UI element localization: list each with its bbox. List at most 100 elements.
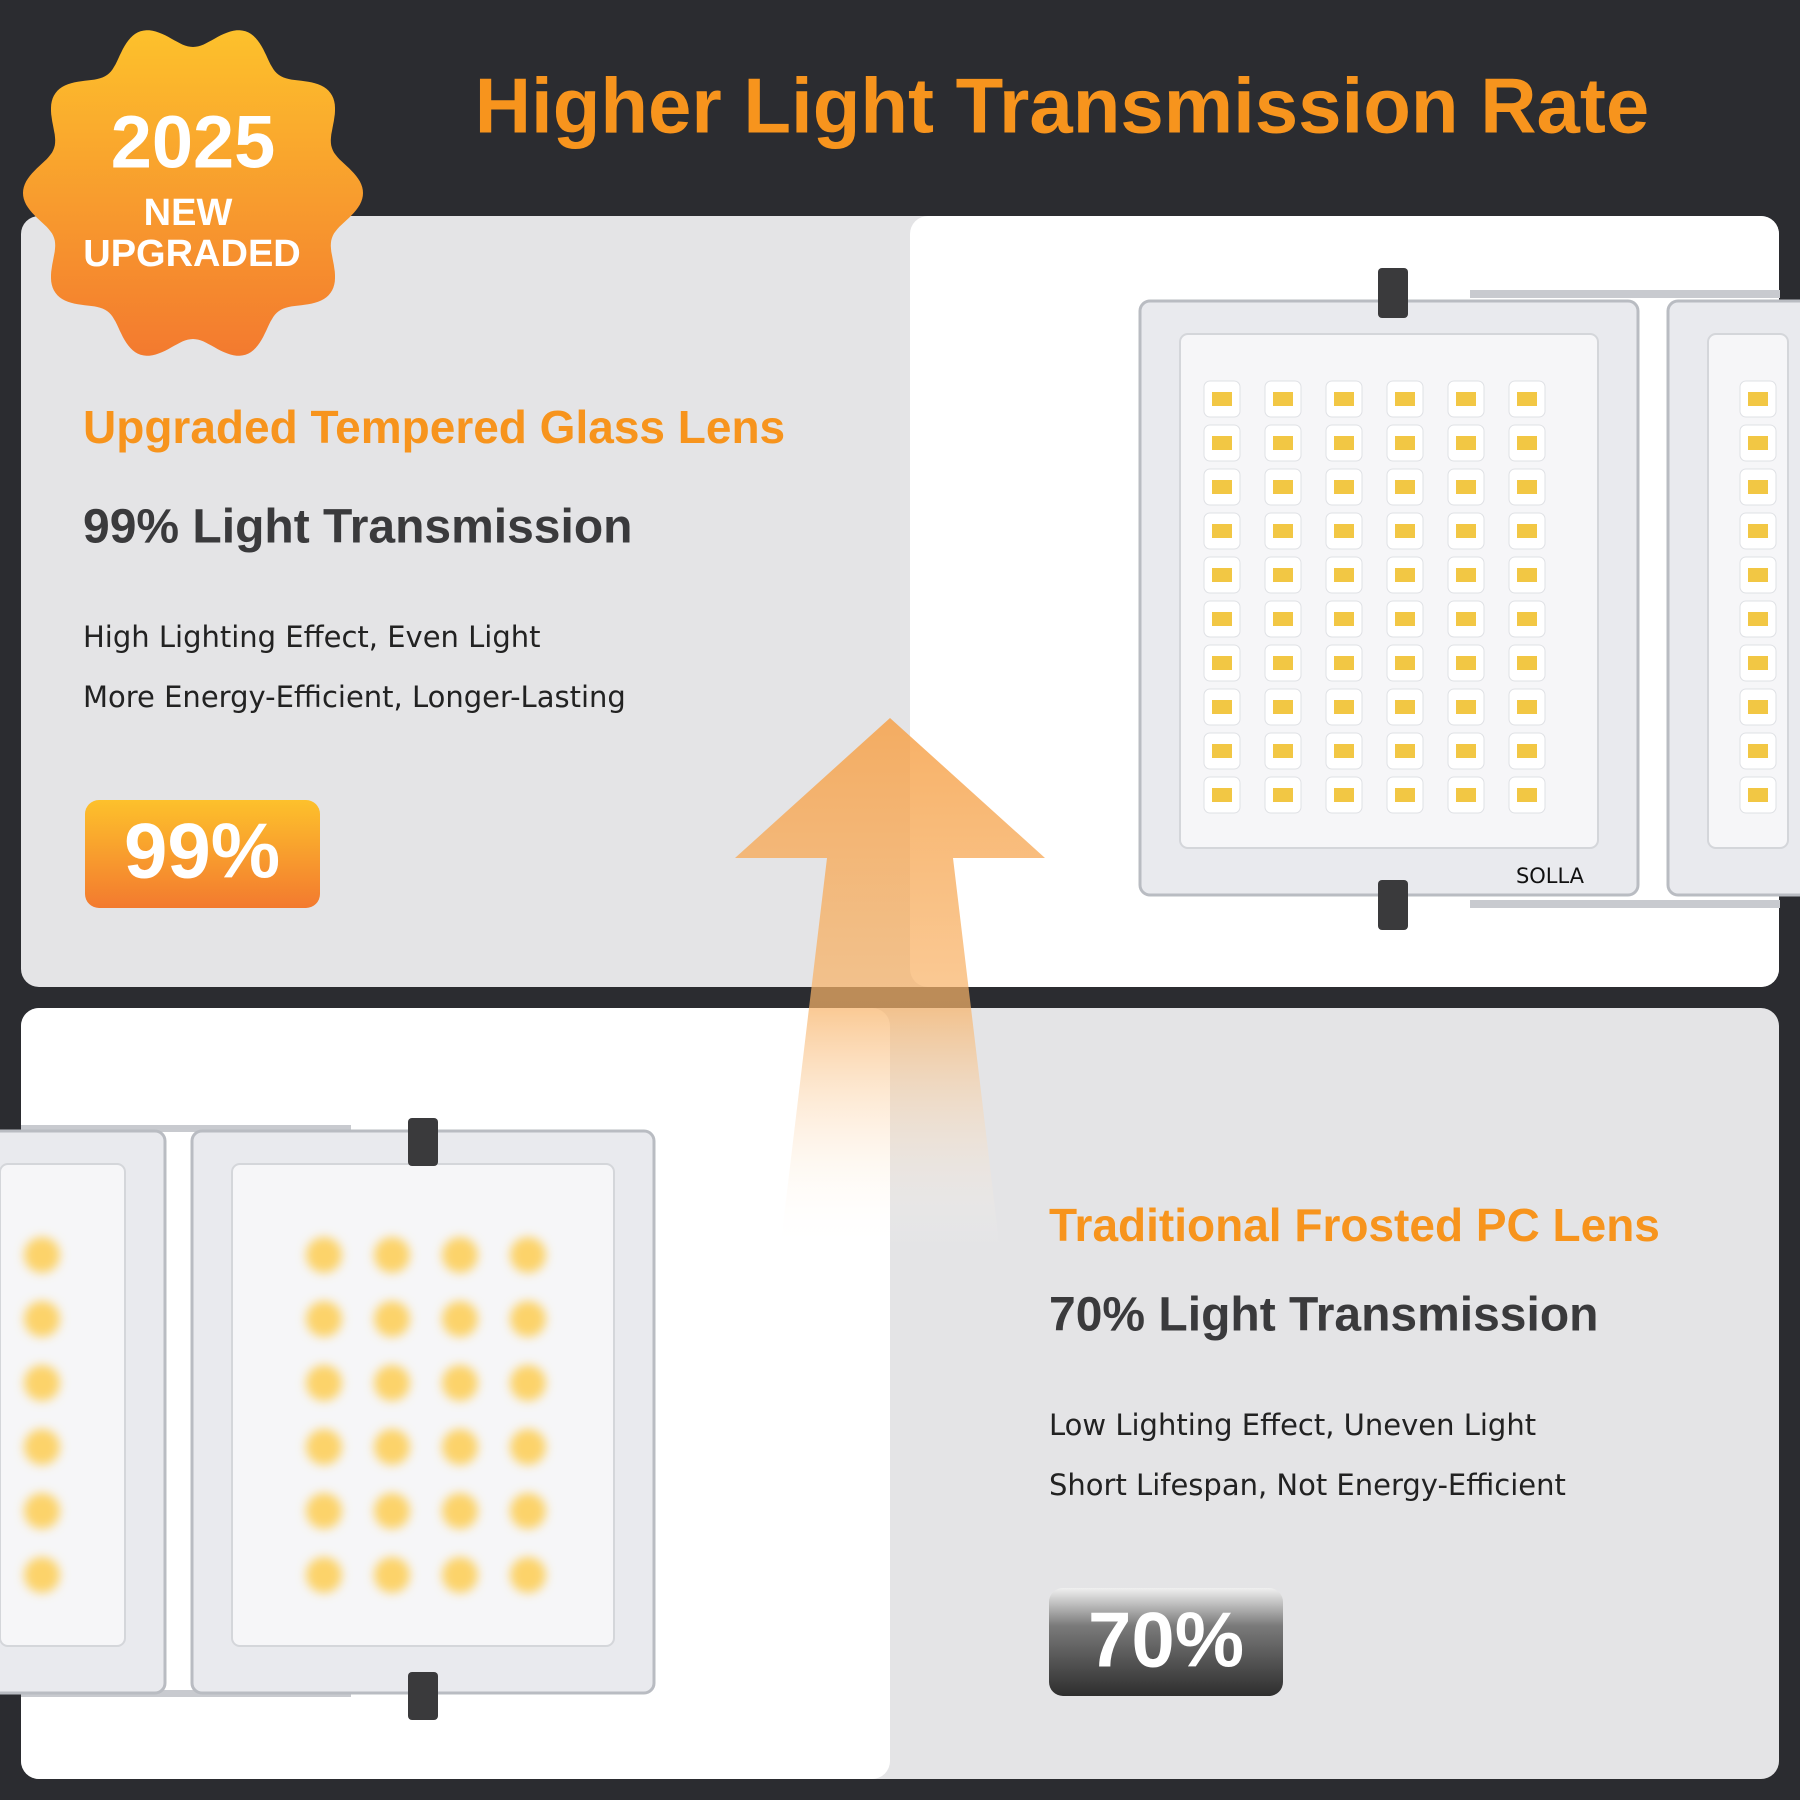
led-glow [442, 1493, 478, 1529]
led-glow [24, 1429, 60, 1465]
led-chip [1273, 480, 1293, 494]
led-chip [1212, 788, 1232, 802]
led-chip [1334, 392, 1354, 406]
led-glow [442, 1365, 478, 1401]
led-chip [1456, 524, 1476, 538]
lamp-bar [21, 1125, 351, 1132]
led-chip [1212, 392, 1232, 406]
lamp-images [0, 268, 1800, 1720]
led-glow [306, 1429, 342, 1465]
led-chip [1456, 568, 1476, 582]
led-chip [1334, 656, 1354, 670]
lamp-clip [408, 1672, 438, 1720]
led-glow [442, 1301, 478, 1337]
title: Higher Light Transmission Rate [475, 62, 1650, 150]
led-glow [374, 1429, 410, 1465]
led-chip [1395, 612, 1415, 626]
led-chip [1273, 524, 1293, 538]
led-chip [1517, 392, 1537, 406]
led-glow [306, 1237, 342, 1273]
feature: Short Lifespan, Not Energy-Efficient [1049, 1468, 1566, 1502]
led-chip [1456, 656, 1476, 670]
led-chip [1273, 700, 1293, 714]
led-chip [1517, 744, 1537, 758]
led-chip [1517, 656, 1537, 670]
led-glow [510, 1301, 546, 1337]
led-chip [1748, 436, 1768, 450]
arrow [735, 718, 1045, 1250]
lamp-lens [231, 1163, 615, 1647]
led-chip [1334, 744, 1354, 758]
led-chip [1456, 788, 1476, 802]
badge-line: NEW [144, 192, 233, 234]
led-glow [24, 1365, 60, 1401]
led-glow [510, 1365, 546, 1401]
led-chip [1748, 612, 1768, 626]
led-chip [1748, 524, 1768, 538]
blurred-leds [24, 1237, 546, 1593]
led-chip [1212, 656, 1232, 670]
led-chip [1456, 480, 1476, 494]
led-chip [1334, 524, 1354, 538]
led-chip [1212, 480, 1232, 494]
badge-line: UPGRADED [83, 233, 300, 275]
badge-shape [23, 30, 363, 356]
led-glow [510, 1429, 546, 1465]
led-chip [1212, 700, 1232, 714]
led-glow [24, 1557, 60, 1593]
led-chip [1517, 700, 1537, 714]
lamp-clip [408, 1118, 438, 1166]
led-glow [442, 1237, 478, 1273]
led-chip [1456, 436, 1476, 450]
led-glow [510, 1493, 546, 1529]
led-chip [1517, 480, 1537, 494]
led-glow [374, 1557, 410, 1593]
lamp-lens [0, 1163, 126, 1647]
led-chip [1212, 436, 1232, 450]
feature: High Lighting Effect, Even Light [83, 620, 541, 654]
led-chip [1456, 612, 1476, 626]
led-chip [1456, 392, 1476, 406]
led-chip [1334, 436, 1354, 450]
lamp-bar [21, 1690, 351, 1697]
led-chip [1334, 568, 1354, 582]
led-chip [1748, 392, 1768, 406]
led-chip [1748, 744, 1768, 758]
led-chip [1273, 568, 1293, 582]
percent: 70% [1088, 1596, 1244, 1684]
led-chip [1334, 480, 1354, 494]
led-glow [374, 1237, 410, 1273]
lamp-clip [1378, 268, 1408, 318]
led-chip [1273, 656, 1293, 670]
led-chip [1273, 436, 1293, 450]
led-chip [1334, 612, 1354, 626]
led-glow [510, 1237, 546, 1273]
led-chip [1517, 612, 1537, 626]
led-chip [1395, 656, 1415, 670]
led-chip [1334, 700, 1354, 714]
led-chip [1395, 480, 1415, 494]
subheading: 99% Light Transmission [83, 501, 632, 554]
percent-box [85, 800, 320, 908]
led-chip [1748, 568, 1768, 582]
badge-year: 2025 [111, 101, 276, 184]
lamp-bar [1470, 290, 1780, 298]
led-chip [1517, 524, 1537, 538]
led-glow [374, 1365, 410, 1401]
led-chip [1395, 788, 1415, 802]
led-chip [1748, 656, 1768, 670]
lamp-clip [1378, 880, 1408, 930]
led-glow [24, 1301, 60, 1337]
led-glow [306, 1557, 342, 1593]
led-chip [1517, 788, 1537, 802]
led-chip [1395, 436, 1415, 450]
led-chip [1212, 568, 1232, 582]
led-chip [1395, 700, 1415, 714]
led-chip [1395, 568, 1415, 582]
led-chip [1334, 788, 1354, 802]
led-glow [374, 1301, 410, 1337]
feature: More Energy-Efficient, Longer-Lasting [83, 680, 626, 714]
led-glow [306, 1301, 342, 1337]
led-chip [1273, 744, 1293, 758]
